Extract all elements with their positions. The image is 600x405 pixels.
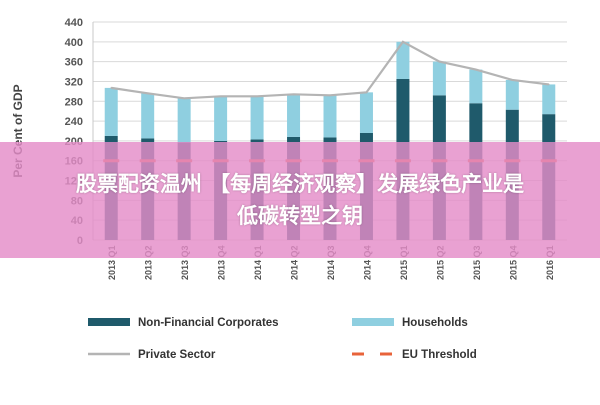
x-tick-label: 2015 Q2 xyxy=(435,245,445,280)
x-tick-label: 2015 Q1 xyxy=(399,245,409,280)
point-private-sector xyxy=(256,95,258,98)
legend-label: Private Sector xyxy=(138,349,216,361)
point-private-sector xyxy=(329,94,331,97)
y-tick-label: 240 xyxy=(65,116,83,128)
line-private-sector xyxy=(111,40,549,100)
x-tick-label: 2013 Q3 xyxy=(180,245,190,280)
x-tick-label: 2013 Q4 xyxy=(217,245,227,280)
bar-households xyxy=(396,41,410,79)
bar-households xyxy=(505,79,519,110)
overlay-headline-line-1: 股票配资温州 【每周经济观察】发展绿色产业是 xyxy=(75,172,525,196)
legend-swatch xyxy=(352,318,394,326)
point-private-sector xyxy=(110,87,113,89)
bar-households xyxy=(177,98,191,143)
point-private-sector xyxy=(547,83,550,86)
bar-households xyxy=(359,92,373,133)
point-private-sector xyxy=(475,68,477,71)
legend-label: Households xyxy=(402,317,468,329)
bar-households xyxy=(250,96,264,140)
bar-households xyxy=(104,87,118,136)
x-tick-label: 2015 Q3 xyxy=(472,245,482,280)
point-private-sector xyxy=(292,93,295,96)
x-tick-label: 2014 Q2 xyxy=(290,245,300,280)
bar-households xyxy=(542,84,556,115)
point-private-sector xyxy=(402,41,404,43)
x-tick-label: 2013 Q1 xyxy=(107,245,117,280)
y-tick-label: 280 xyxy=(65,96,83,108)
bar-households xyxy=(287,94,301,137)
x-tick-label: 2014 Q3 xyxy=(326,245,336,280)
y-tick-label: 360 xyxy=(65,57,83,69)
bar-households xyxy=(214,96,228,141)
legend-label: Non-Financial Corporates xyxy=(138,317,279,329)
y-tick-label: 320 xyxy=(65,76,83,88)
overlay-banner: 股票配资温州 【每周经济观察】发展绿色产业是 低碳转型之钥 xyxy=(0,142,600,258)
point-private-sector xyxy=(183,97,185,100)
overlay-headline-line-2: 低碳转型之钥 xyxy=(237,204,363,228)
x-tick-label: 2013 Q2 xyxy=(144,245,154,280)
point-private-sector xyxy=(219,95,222,98)
bar-households xyxy=(469,69,483,104)
point-private-sector xyxy=(511,79,514,81)
legend-label: EU Threshold xyxy=(402,349,477,361)
point-private-sector xyxy=(365,91,368,94)
x-tick-label: 2014 Q1 xyxy=(253,245,263,280)
point-private-sector xyxy=(146,92,149,95)
x-tick-label: 2014 Q4 xyxy=(362,245,372,280)
x-tick-label: 2016 Q1 xyxy=(545,245,555,280)
bar-households xyxy=(323,95,337,138)
y-tick-label: 400 xyxy=(65,37,83,49)
point-private-sector xyxy=(438,60,441,63)
legend-swatch xyxy=(88,318,130,326)
bar-households xyxy=(141,93,155,139)
x-tick-label: 2015 Q4 xyxy=(508,245,518,280)
bar-households xyxy=(432,61,446,96)
y-tick-label: 440 xyxy=(65,17,83,29)
